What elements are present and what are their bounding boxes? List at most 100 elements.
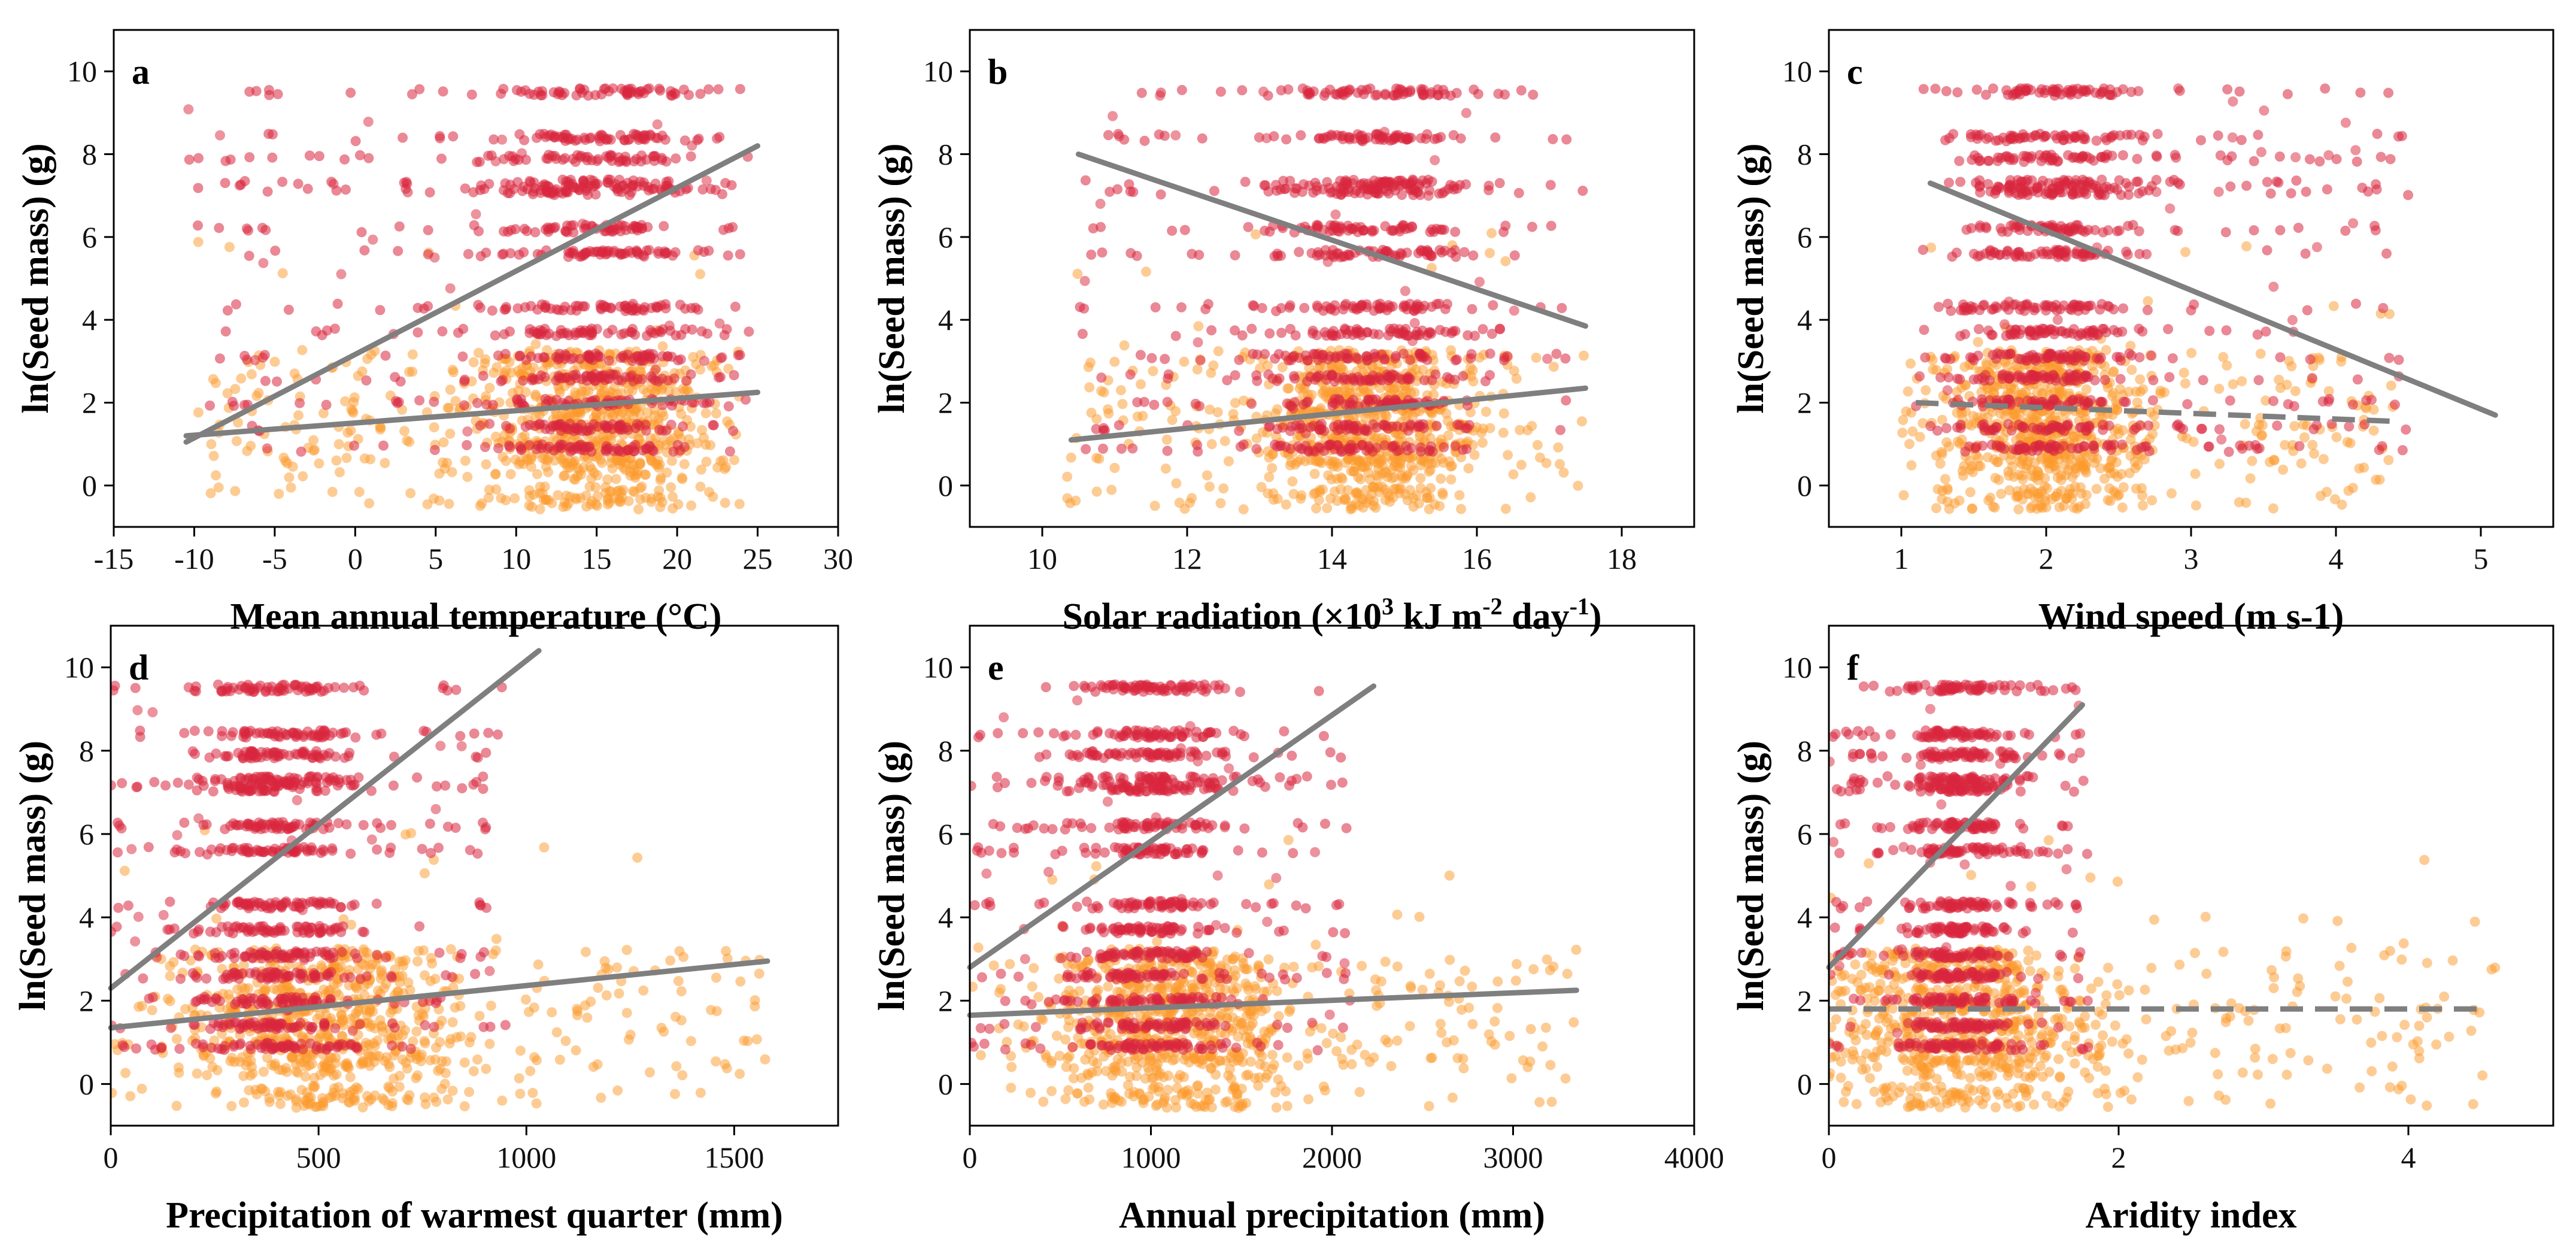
point-orange	[2345, 438, 2356, 448]
point-red	[1303, 445, 1314, 456]
point-red	[1312, 300, 1322, 311]
point-red	[2134, 323, 2144, 334]
point-red	[1397, 374, 1407, 385]
point-red	[2030, 248, 2041, 259]
point-red	[638, 305, 649, 316]
point-red	[1348, 395, 1359, 405]
point-orange	[1187, 493, 1197, 504]
point-red	[1466, 348, 1477, 359]
point-orange	[1320, 362, 1331, 372]
y-tick-label: 6	[82, 220, 97, 254]
point-red	[2142, 305, 2153, 316]
point-red	[2022, 226, 2033, 237]
point-orange	[1281, 499, 1291, 510]
point-red	[2112, 327, 2123, 338]
point-red	[678, 421, 688, 432]
point-orange	[480, 358, 490, 369]
point-red	[423, 225, 433, 235]
point-orange	[2245, 473, 2256, 484]
point-red	[2061, 328, 2071, 339]
point-red	[460, 183, 471, 194]
point-red	[697, 184, 708, 195]
point-red	[1415, 351, 1426, 362]
point-orange	[1920, 385, 1931, 396]
point-red	[2028, 302, 2039, 313]
point-orange	[2034, 470, 2045, 481]
point-red	[2024, 326, 2035, 337]
point-orange	[2113, 490, 2123, 501]
point-red	[2059, 176, 2070, 187]
point-orange	[2029, 412, 2040, 423]
point-orange	[366, 349, 377, 360]
point-red	[1348, 175, 1359, 185]
point-orange	[274, 489, 284, 499]
point-red	[1179, 225, 1190, 235]
point-red	[2355, 87, 2366, 98]
point-orange	[1272, 493, 1283, 504]
point-orange	[1474, 352, 1485, 363]
point-red	[547, 397, 557, 407]
point-orange	[2013, 504, 2024, 515]
point-red	[489, 134, 499, 145]
point-orange	[1500, 504, 1511, 514]
point-orange	[1394, 488, 1405, 499]
point-red	[1283, 84, 1294, 95]
point-orange	[695, 364, 706, 375]
point-red	[1474, 277, 1485, 287]
point-red	[717, 189, 727, 199]
point-orange	[655, 475, 666, 486]
point-orange	[1179, 504, 1190, 514]
point-orange	[364, 498, 375, 509]
point-red	[520, 421, 531, 432]
point-red	[1486, 329, 1497, 339]
point-orange	[1352, 487, 1363, 498]
point-orange	[1525, 492, 1536, 503]
point-orange	[1267, 463, 1278, 474]
point-red	[395, 376, 406, 387]
point-red	[2121, 246, 2132, 257]
point-red	[1577, 186, 1588, 196]
point-red	[1327, 370, 1337, 381]
point-red	[2253, 129, 2264, 140]
y-tick-label: 8	[938, 138, 953, 171]
point-orange	[1395, 458, 1406, 469]
point-orange	[1532, 439, 1543, 450]
point-red	[1933, 302, 1944, 313]
point-red	[1322, 256, 1333, 267]
point-orange	[2147, 495, 2158, 506]
point-red	[184, 154, 195, 165]
point-orange	[1966, 420, 1977, 431]
point-orange	[607, 463, 618, 474]
point-red	[1308, 187, 1319, 198]
point-red	[293, 178, 304, 189]
point-red	[2032, 187, 2043, 198]
point-orange	[1965, 487, 1976, 498]
point-red	[670, 247, 681, 257]
point-red	[2082, 328, 2092, 338]
point-red	[220, 178, 230, 189]
point-orange	[1498, 428, 1509, 438]
point-red	[2076, 187, 2086, 198]
point-orange	[481, 459, 491, 469]
point-red	[568, 154, 578, 164]
point-red	[594, 133, 605, 144]
point-orange	[692, 438, 703, 448]
point-red	[1499, 355, 1509, 366]
point-orange	[1983, 495, 1994, 506]
point-red	[1079, 303, 1090, 314]
point-red	[214, 353, 225, 364]
point-red	[522, 184, 533, 195]
point-red	[1243, 222, 1254, 232]
point-orange	[1117, 399, 1128, 410]
point-red	[1555, 425, 1565, 435]
point-red	[2090, 225, 2100, 235]
point-red	[1276, 303, 1287, 314]
point-orange	[1336, 472, 1346, 483]
x-axis-title: Mean annual temperature (°C)	[230, 596, 722, 637]
point-red	[1435, 224, 1446, 235]
point-red	[1527, 222, 1537, 232]
point-red	[593, 351, 603, 362]
point-orange	[205, 488, 216, 499]
point-orange	[653, 492, 663, 502]
point-red	[633, 89, 644, 99]
